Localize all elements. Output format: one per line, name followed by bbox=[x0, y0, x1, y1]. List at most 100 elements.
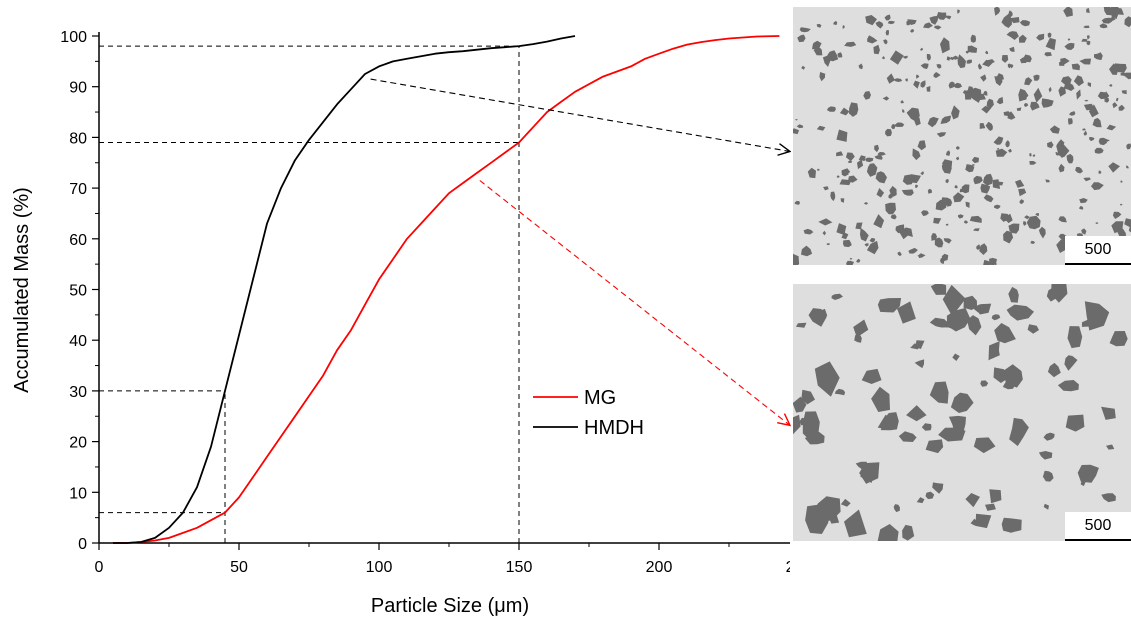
particle bbox=[915, 340, 925, 349]
particle bbox=[1048, 86, 1052, 93]
particle bbox=[940, 37, 950, 54]
particle bbox=[1126, 165, 1129, 169]
particle bbox=[1029, 153, 1032, 157]
particle bbox=[929, 381, 949, 404]
particle bbox=[1049, 125, 1060, 134]
y-tick-label: 0 bbox=[78, 536, 87, 553]
particle bbox=[1042, 470, 1054, 482]
particle bbox=[858, 63, 863, 70]
particle bbox=[1038, 226, 1046, 239]
particle bbox=[840, 498, 851, 507]
particle bbox=[1033, 87, 1043, 103]
particle bbox=[1008, 286, 1019, 303]
particle bbox=[1046, 287, 1058, 302]
particle bbox=[1047, 141, 1054, 149]
data-series bbox=[113, 35, 780, 544]
particle bbox=[1002, 379, 1016, 390]
particle bbox=[1111, 15, 1116, 21]
particle bbox=[1124, 16, 1131, 28]
particle bbox=[1058, 163, 1065, 173]
particle bbox=[927, 188, 933, 194]
particle bbox=[965, 164, 975, 173]
particle bbox=[988, 341, 1000, 361]
particle bbox=[1023, 221, 1027, 226]
particle bbox=[842, 25, 845, 29]
particle bbox=[818, 218, 833, 226]
particle bbox=[952, 55, 958, 60]
particle bbox=[860, 227, 869, 242]
x-tick-label: 150 bbox=[506, 559, 533, 576]
particle bbox=[873, 214, 885, 229]
particle bbox=[1030, 240, 1036, 244]
particle bbox=[1084, 99, 1089, 102]
y-tick-label: 20 bbox=[69, 435, 87, 452]
particle bbox=[951, 105, 960, 120]
particle bbox=[933, 217, 942, 224]
particle bbox=[945, 150, 951, 156]
particle bbox=[885, 202, 896, 215]
particle bbox=[876, 188, 885, 198]
particle bbox=[983, 194, 994, 203]
particle bbox=[945, 223, 949, 226]
particle bbox=[943, 238, 952, 244]
particle bbox=[885, 30, 889, 36]
particle bbox=[902, 55, 908, 59]
particle bbox=[1086, 35, 1090, 40]
particle bbox=[1112, 102, 1118, 109]
particle bbox=[967, 45, 973, 53]
particle bbox=[1083, 25, 1090, 29]
particle bbox=[830, 191, 836, 202]
particle bbox=[836, 151, 844, 157]
particle bbox=[985, 503, 996, 511]
particle bbox=[844, 509, 867, 538]
particle bbox=[836, 129, 848, 142]
particle bbox=[1047, 100, 1053, 106]
particle bbox=[1061, 76, 1072, 85]
particle bbox=[1124, 218, 1131, 228]
particle bbox=[1086, 8, 1090, 13]
particle bbox=[797, 34, 806, 43]
particle bbox=[1103, 91, 1110, 99]
particle bbox=[965, 201, 970, 208]
particle bbox=[1032, 154, 1036, 157]
particle bbox=[1094, 147, 1104, 154]
particle bbox=[965, 50, 969, 54]
particle bbox=[882, 96, 890, 101]
particle bbox=[1083, 177, 1091, 182]
particle bbox=[836, 175, 840, 178]
particle bbox=[963, 220, 969, 224]
particle bbox=[1007, 148, 1012, 153]
particle bbox=[1092, 117, 1102, 128]
particle bbox=[980, 183, 991, 194]
y-axis-label: Accumulated Mass (%) bbox=[11, 187, 33, 393]
particle bbox=[981, 105, 992, 114]
particle bbox=[846, 260, 854, 265]
particle bbox=[1077, 464, 1099, 483]
particle bbox=[847, 160, 853, 163]
particle bbox=[883, 39, 888, 45]
particle bbox=[893, 504, 900, 513]
particle bbox=[801, 245, 813, 257]
particle bbox=[1106, 444, 1115, 450]
particle bbox=[801, 65, 806, 70]
particle bbox=[904, 227, 913, 237]
particle bbox=[980, 74, 987, 82]
mg-scale-label: 500 bbox=[1084, 517, 1112, 534]
particle bbox=[795, 322, 807, 328]
particle bbox=[902, 174, 915, 185]
particle bbox=[912, 148, 921, 161]
particle bbox=[957, 54, 966, 69]
particle bbox=[1009, 17, 1020, 24]
particle bbox=[1060, 155, 1064, 158]
particle bbox=[1033, 74, 1040, 81]
particle bbox=[946, 56, 950, 61]
particle bbox=[1081, 38, 1088, 42]
particle bbox=[1091, 182, 1104, 191]
particle bbox=[972, 303, 988, 314]
particle bbox=[1076, 89, 1081, 100]
particle bbox=[971, 164, 975, 166]
particle bbox=[978, 63, 982, 70]
particle bbox=[807, 167, 816, 179]
particle bbox=[942, 284, 966, 317]
hmdh-micrograph: 500 bbox=[793, 7, 1131, 265]
